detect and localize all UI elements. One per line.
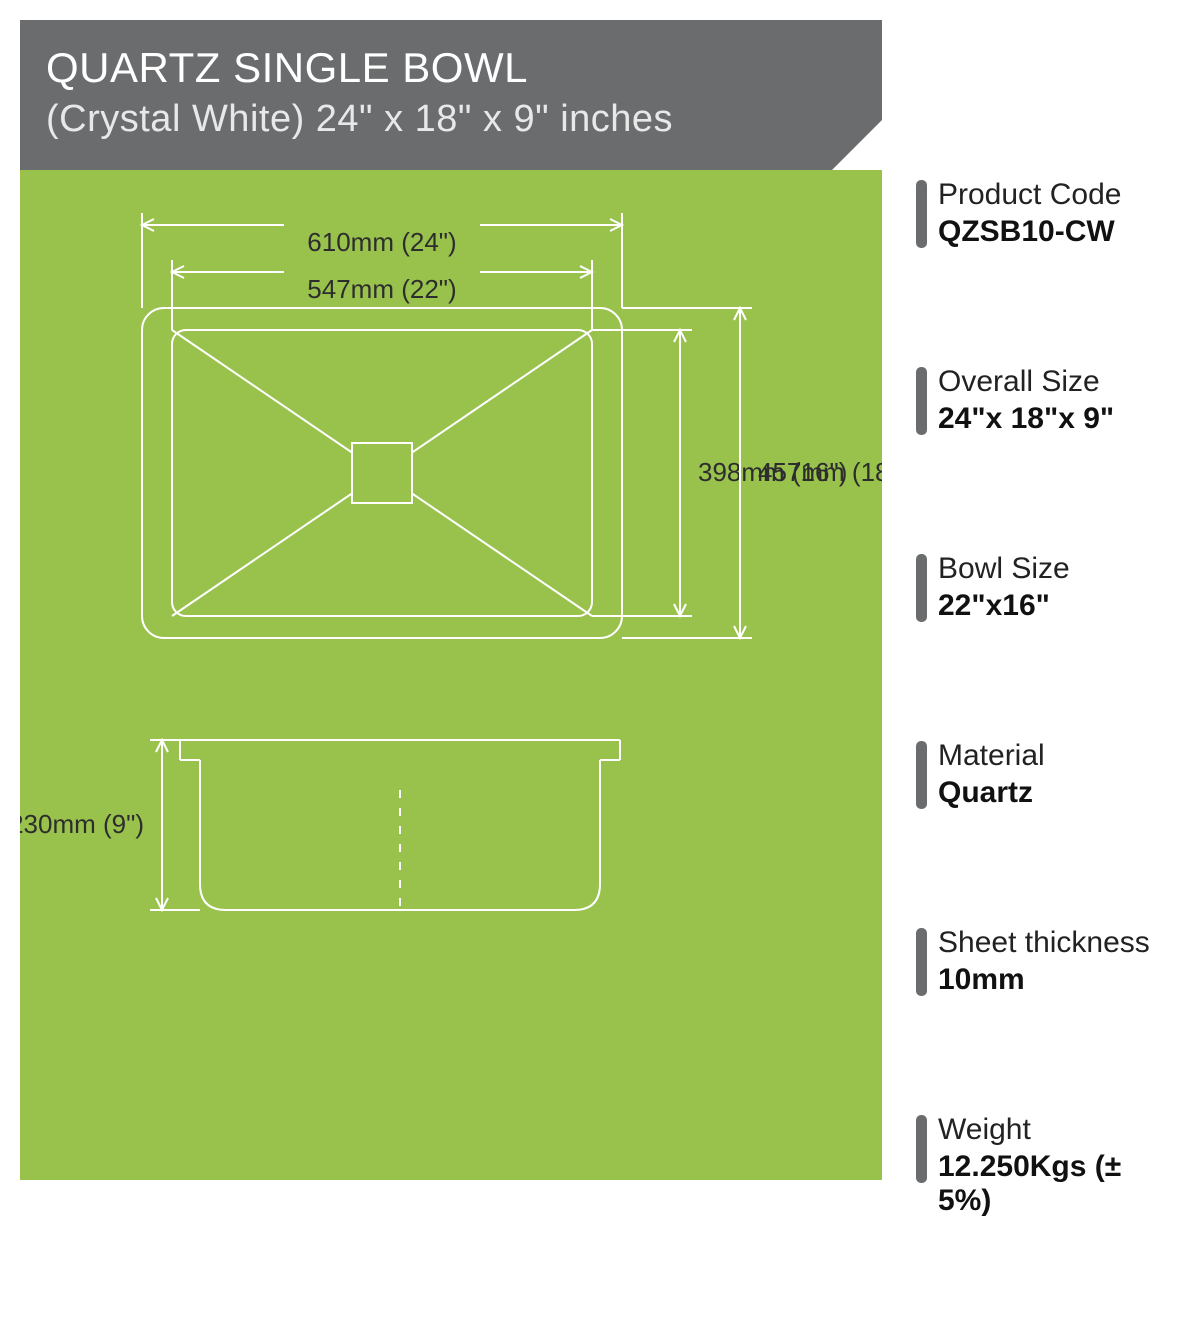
spec-label: Sheet thickness (938, 926, 1180, 961)
spec-item: Product CodeQZSB10-CW (920, 178, 1180, 249)
svg-text:230mm (9"): 230mm (9") (20, 809, 144, 839)
spec-item: Bowl Size22"x16" (920, 552, 1180, 623)
spec-item: Sheet thickness10mm (920, 926, 1180, 997)
svg-text:457mm (18"): 457mm (18") (758, 457, 882, 487)
spec-value: 24"x 18"x 9" (938, 402, 1180, 437)
spec-item: Weight12.250Kgs (± 5%) (920, 1113, 1180, 1219)
spec-value: Quartz (938, 776, 1180, 811)
svg-text:610mm (24"): 610mm (24") (307, 227, 456, 257)
spec-accent-bar (916, 367, 927, 435)
spec-label: Overall Size (938, 365, 1180, 400)
spec-accent-bar (916, 180, 927, 248)
product-subtitle: (Crystal White) 24" x 18" x 9" inches (46, 98, 673, 141)
spec-list: Product CodeQZSB10-CW Overall Size24"x 18… (920, 178, 1180, 1335)
spec-label: Weight (938, 1113, 1180, 1148)
header-bg-shape (20, 20, 882, 170)
product-spec-sheet: QUARTZ SINGLE BOWL (Crystal White) 24" x… (0, 0, 1200, 1202)
spec-accent-bar (916, 928, 927, 996)
spec-value: 22"x16" (938, 589, 1180, 624)
spec-item: Overall Size24"x 18"x 9" (920, 365, 1180, 436)
header-block: QUARTZ SINGLE BOWL (Crystal White) 24" x… (20, 20, 882, 170)
technical-diagram: 610mm (24")547mm (22")398mm (16")457mm (… (20, 170, 882, 1180)
spec-label: Material (938, 739, 1180, 774)
spec-label: Product Code (938, 178, 1180, 213)
spec-value: 10mm (938, 963, 1180, 998)
left-panel: QUARTZ SINGLE BOWL (Crystal White) 24" x… (20, 20, 882, 1180)
spec-label: Bowl Size (938, 552, 1180, 587)
spec-item: MaterialQuartz (920, 739, 1180, 810)
spec-value: QZSB10-CW (938, 215, 1180, 250)
spec-accent-bar (916, 1115, 927, 1183)
spec-accent-bar (916, 741, 927, 809)
drain-icon (352, 443, 412, 503)
spec-accent-bar (916, 554, 927, 622)
product-title: QUARTZ SINGLE BOWL (46, 44, 528, 92)
spec-value: 12.250Kgs (± 5%) (938, 1150, 1180, 1219)
svg-text:547mm (22"): 547mm (22") (307, 274, 456, 304)
